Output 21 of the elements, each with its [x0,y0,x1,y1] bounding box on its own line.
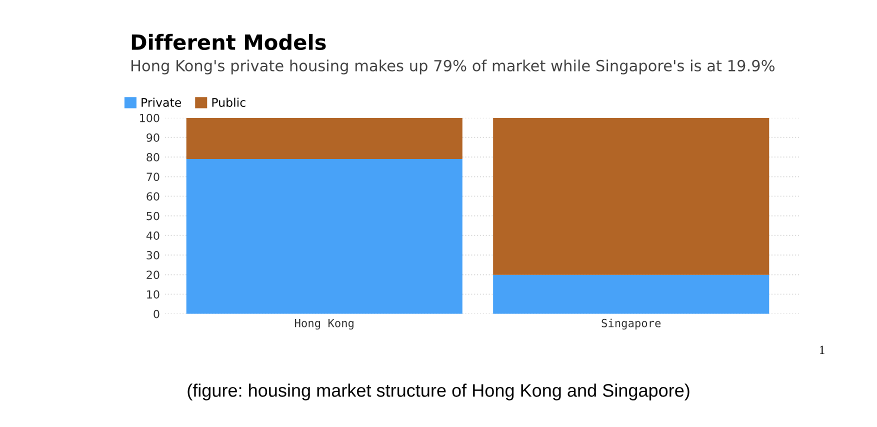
y-tick-label: 40 [146,231,160,240]
y-tick-label: 0 [154,310,160,318]
y-tick-label: 20 [146,270,160,280]
x-tick-label: Singapore [602,318,661,330]
y-tick-label: 90 [146,133,160,142]
y-tick-label: 100 [140,114,160,122]
x-tick-label: Hong Kong [295,319,354,330]
y-tick-label: 70 [146,172,160,182]
y-tick-label: 50 [146,212,160,220]
bar [493,274,770,314]
y-tick-label: 60 [146,192,160,201]
chart-title: Different Models [132,34,326,50]
y-tick-label: 10 [147,290,160,299]
chart-subtitle: Hong Kong's private housing makes up 79% of market while Singapore's is at 19.9% [132,60,775,74]
text: (figure: housing market structure of Hong Kong and Singapore) [188,384,690,400]
text: 1 [820,346,824,354]
y-tick-label: 80 [146,153,160,162]
y-tick-label: 30 [146,251,160,260]
bar [186,118,462,160]
legend-label: Public [212,98,246,107]
legend-label: Private [142,98,182,107]
